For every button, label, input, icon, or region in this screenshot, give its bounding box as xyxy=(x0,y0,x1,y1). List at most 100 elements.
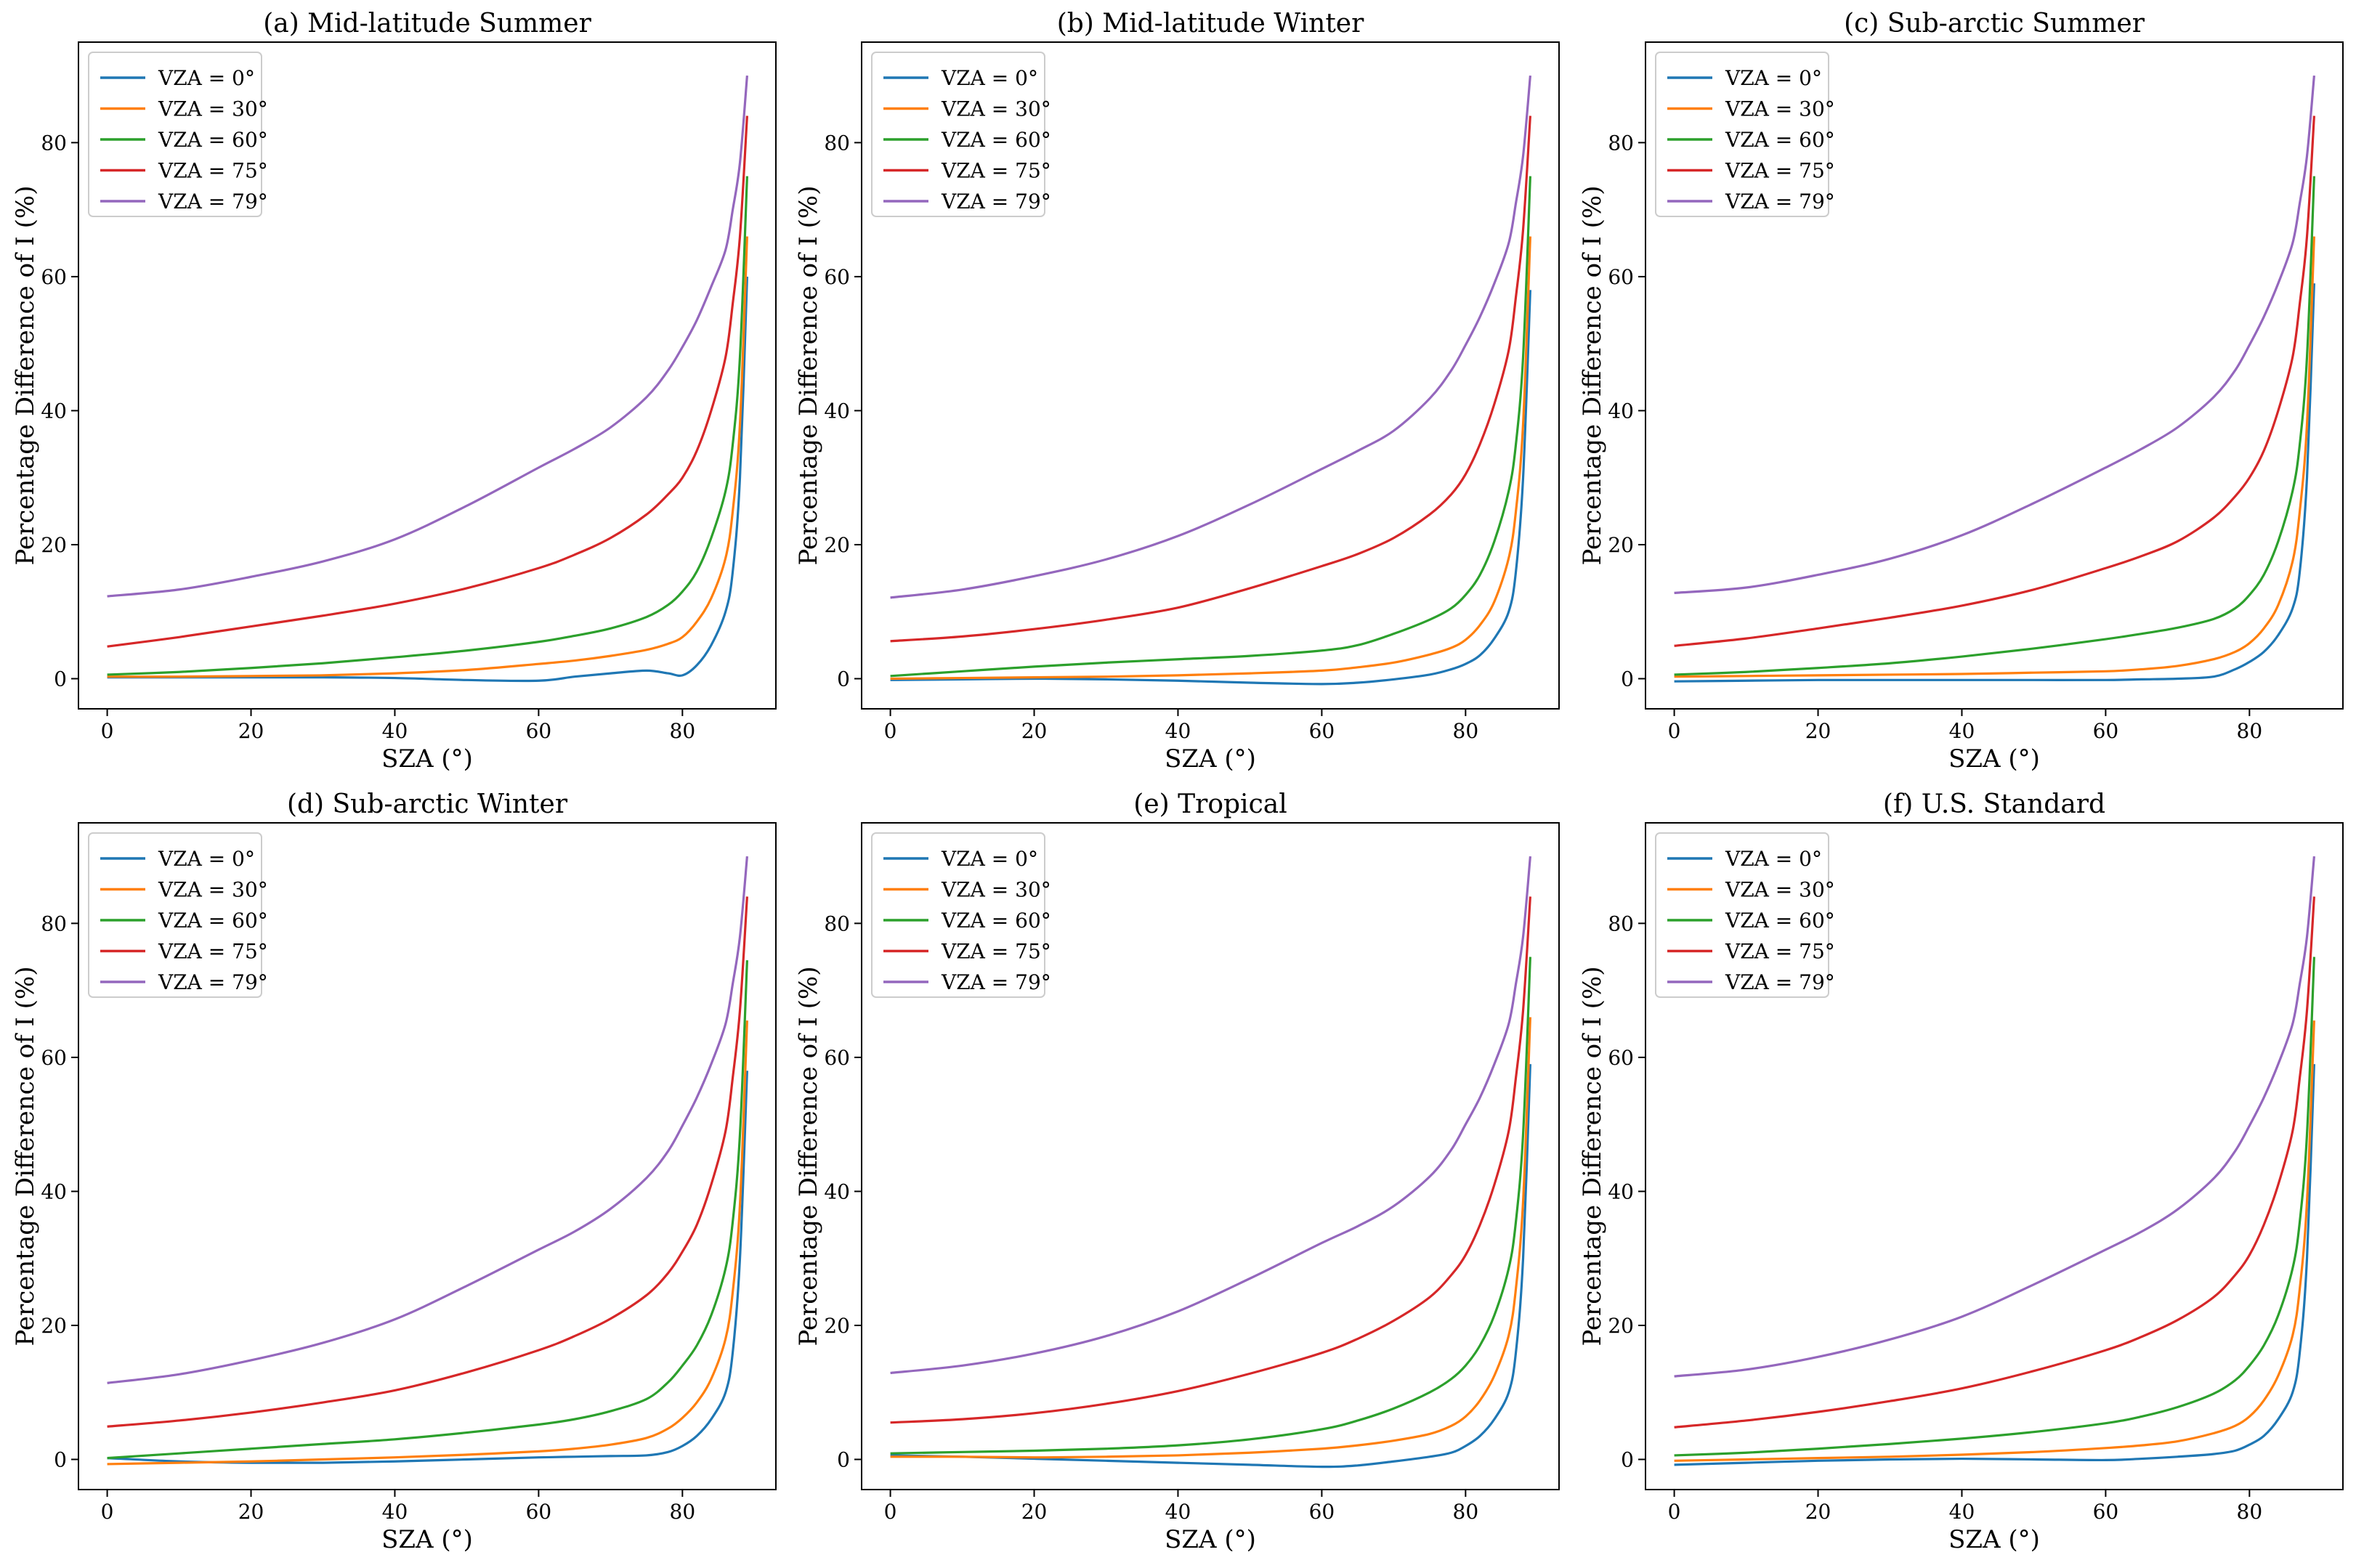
x-tick-label: 20 xyxy=(1805,1500,1831,1524)
panel-title: (b) Mid-latitude Winter xyxy=(1057,9,1364,38)
legend-label: VZA = 30° xyxy=(158,97,268,121)
y-tick-label: 80 xyxy=(824,131,850,155)
x-tick-label: 20 xyxy=(1021,1500,1048,1524)
y-tick-label: 20 xyxy=(41,533,67,557)
x-tick-label: 20 xyxy=(238,1500,264,1524)
y-tick-label: 40 xyxy=(824,399,850,423)
panel-d: (d) Sub-arctic Winter 0 20 40 60 80 0 20 40 60 80 S… xyxy=(11,789,777,1554)
legend-box xyxy=(1655,52,1829,217)
legend-label: VZA = 75° xyxy=(158,940,268,964)
x-tick-label: 80 xyxy=(1453,719,1479,743)
x-tick-label: 40 xyxy=(382,1500,408,1524)
x-tick-label: 60 xyxy=(2093,719,2119,743)
x-tick-label: 80 xyxy=(2237,719,2263,743)
series-line-vza-75 xyxy=(890,115,1532,643)
legend-label: VZA = 30° xyxy=(158,878,268,902)
series-line-vza-79 xyxy=(1674,75,2316,594)
panel-title: (d) Sub-arctic Winter xyxy=(287,789,568,819)
legend-label: VZA = 79° xyxy=(941,970,1051,994)
y-tick-label: 40 xyxy=(1608,1179,1634,1203)
series-line-vza-0 xyxy=(1674,283,2316,683)
x-tick-label: 40 xyxy=(1165,719,1191,743)
y-axis-label: Percentage Difference of I (%) xyxy=(1578,967,1607,1346)
y-tick-label: 0 xyxy=(54,1447,67,1471)
legend-box xyxy=(1655,832,1829,998)
legend: VZA = 0° VZA = 30° VZA = 60° VZA = 75° VZA =… xyxy=(88,52,268,217)
panel-a: (a) Mid-latitude Summer 0 20 40 60 80 0 20 40 60 8… xyxy=(11,9,777,773)
series-line-vza-75 xyxy=(107,896,749,1428)
series-line-vza-30 xyxy=(890,1017,1532,1459)
x-tick-label: 80 xyxy=(670,719,696,743)
y-tick-label: 80 xyxy=(41,911,67,935)
legend-label: VZA = 0° xyxy=(941,66,1038,90)
legend-box xyxy=(871,52,1045,217)
series-lines xyxy=(107,75,749,683)
series-line-vza-60 xyxy=(1674,956,2316,1457)
y-axis-label: Percentage Difference of I (%) xyxy=(794,186,823,566)
x-tick-label: 80 xyxy=(670,1500,696,1524)
panel-f: (f) U.S. Standard 0 20 40 60 80 0 20 40 60 80 SZA (… xyxy=(1578,789,2344,1554)
axes-frame xyxy=(861,822,1560,1490)
legend-label: VZA = 79° xyxy=(941,190,1051,214)
legend-label: VZA = 60° xyxy=(158,909,268,933)
axes-frame xyxy=(1645,822,2344,1490)
legend-label: VZA = 79° xyxy=(1725,190,1835,214)
x-tick-label: 60 xyxy=(526,719,552,743)
series-line-vza-75 xyxy=(107,115,749,648)
legend-label: VZA = 60° xyxy=(1725,128,1835,152)
series-line-vza-0 xyxy=(107,276,749,683)
y-tick-label: 60 xyxy=(824,265,850,289)
series-line-vza-75 xyxy=(1674,896,2316,1429)
y-tick-label: 20 xyxy=(1608,1314,1634,1338)
legend-label: VZA = 79° xyxy=(158,190,268,214)
y-tick-label: 0 xyxy=(837,1447,850,1471)
x-axis-label: SZA (°) xyxy=(1948,744,2040,773)
legend-label: VZA = 75° xyxy=(1725,940,1835,964)
x-tick-label: 20 xyxy=(238,719,264,743)
legend-label: VZA = 60° xyxy=(1725,909,1835,933)
series-line-vza-30 xyxy=(107,1020,749,1466)
y-tick-label: 60 xyxy=(1608,265,1634,289)
legend-label: VZA = 0° xyxy=(158,66,255,90)
series-line-vza-30 xyxy=(107,236,749,678)
y-tick-label: 80 xyxy=(1608,131,1634,155)
y-tick-label: 40 xyxy=(1608,399,1634,423)
legend-label: VZA = 0° xyxy=(1725,847,1822,871)
y-tick-label: 20 xyxy=(824,1314,850,1338)
series-line-vza-30 xyxy=(1674,1020,2316,1462)
y-tick-label: 80 xyxy=(41,131,67,155)
legend-label: VZA = 30° xyxy=(1725,878,1835,902)
legend-label: VZA = 30° xyxy=(941,97,1051,121)
series-line-vza-0 xyxy=(107,1071,749,1464)
series-lines xyxy=(1674,75,2316,683)
series-line-vza-0 xyxy=(1674,1064,2316,1466)
legend: VZA = 0° VZA = 30° VZA = 60° VZA = 75° VZA =… xyxy=(88,832,268,998)
x-tick-label: 60 xyxy=(2093,1500,2119,1524)
x-tick-label: 20 xyxy=(1021,719,1048,743)
legend-label: VZA = 75° xyxy=(941,940,1051,964)
series-line-vza-0 xyxy=(890,1064,1532,1469)
legend: VZA = 0° VZA = 30° VZA = 60° VZA = 75° VZA =… xyxy=(1655,52,1835,217)
legend-label: VZA = 60° xyxy=(941,909,1051,933)
y-tick-label: 0 xyxy=(54,667,67,691)
legend-label: VZA = 0° xyxy=(158,847,255,871)
panel-title: (a) Mid-latitude Summer xyxy=(263,9,591,38)
series-line-vza-79 xyxy=(1674,856,2316,1378)
series-lines xyxy=(890,856,1532,1469)
series-lines xyxy=(1674,856,2316,1466)
legend: VZA = 0° VZA = 30° VZA = 60° VZA = 75° VZA =… xyxy=(871,832,1051,998)
y-tick-label: 60 xyxy=(1608,1046,1634,1070)
series-line-vza-79 xyxy=(890,75,1532,599)
legend-label: VZA = 0° xyxy=(1725,66,1822,90)
axes-frame xyxy=(78,822,777,1490)
y-tick-label: 0 xyxy=(1621,1447,1634,1471)
series-lines xyxy=(890,75,1532,686)
panel-title: (e) Tropical xyxy=(1133,789,1287,819)
x-tick-label: 20 xyxy=(1805,719,1831,743)
x-tick-label: 40 xyxy=(1165,1500,1191,1524)
y-tick-label: 40 xyxy=(824,1179,850,1203)
y-tick-label: 80 xyxy=(824,911,850,935)
y-tick-label: 40 xyxy=(41,399,67,423)
x-axis-label: SZA (°) xyxy=(381,1525,473,1554)
